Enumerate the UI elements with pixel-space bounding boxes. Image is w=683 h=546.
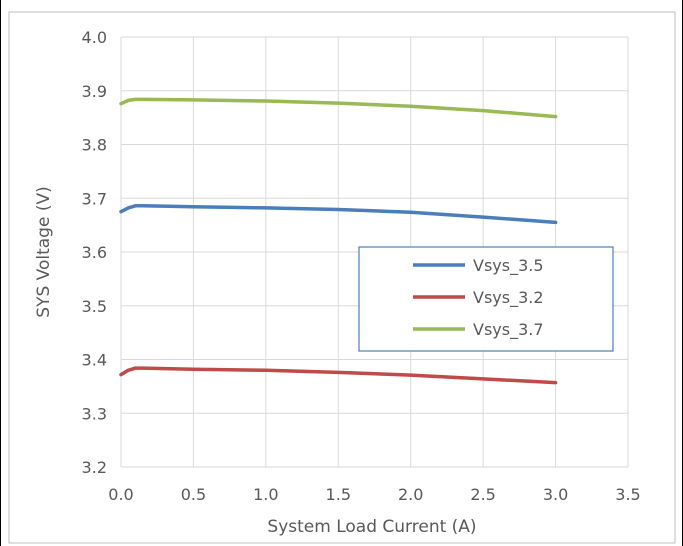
y-tick-label: 3.7	[82, 189, 107, 208]
legend-label-1: Vsys_3.2	[473, 288, 544, 308]
series-line-1	[119, 366, 558, 385]
x-tick-label: 0.0	[108, 485, 133, 504]
x-tick-label: 3.5	[615, 485, 640, 504]
chart-area-border	[8, 11, 676, 544]
x-tick-label: 1.5	[326, 485, 351, 504]
y-tick-label: 3.6	[82, 243, 107, 262]
series-line-0	[119, 204, 558, 225]
x-tick-label: 2.0	[398, 485, 423, 504]
x-tick-labels: 0.0 0.5 1.0 1.5 2.0 2.5 3.0 3.5	[108, 485, 640, 504]
y-tick-labels: 3.2 3.3 3.4 3.5 3.6 3.7 3.8 3.9 4.0	[82, 28, 107, 477]
legend-label-2: Vsys_3.7	[473, 320, 544, 340]
legend: Vsys_3.5 Vsys_3.2 Vsys_3.7	[358, 246, 614, 352]
x-tick-label: 1.0	[253, 485, 278, 504]
y-tick-label: 3.2	[82, 458, 107, 477]
series-line-2	[119, 97, 558, 119]
y-tick-label: 3.8	[82, 136, 107, 155]
y-axis-title: SYS Voltage (V)	[34, 186, 54, 317]
legend-box	[358, 246, 614, 352]
legend-label-0: Vsys_3.5	[473, 256, 544, 276]
y-tick-label: 3.5	[82, 297, 107, 316]
y-tick-label: 3.9	[82, 82, 107, 101]
x-tick-label: 3.0	[543, 485, 568, 504]
series-layer	[119, 97, 558, 385]
x-tick-label: 2.5	[470, 485, 495, 504]
y-tick-label: 3.4	[82, 351, 107, 370]
x-tick-label: 0.5	[181, 485, 206, 504]
x-axis-title: System Load Current (A)	[267, 517, 476, 537]
y-tick-label: 3.3	[82, 404, 107, 423]
y-tick-label: 4.0	[82, 28, 107, 47]
